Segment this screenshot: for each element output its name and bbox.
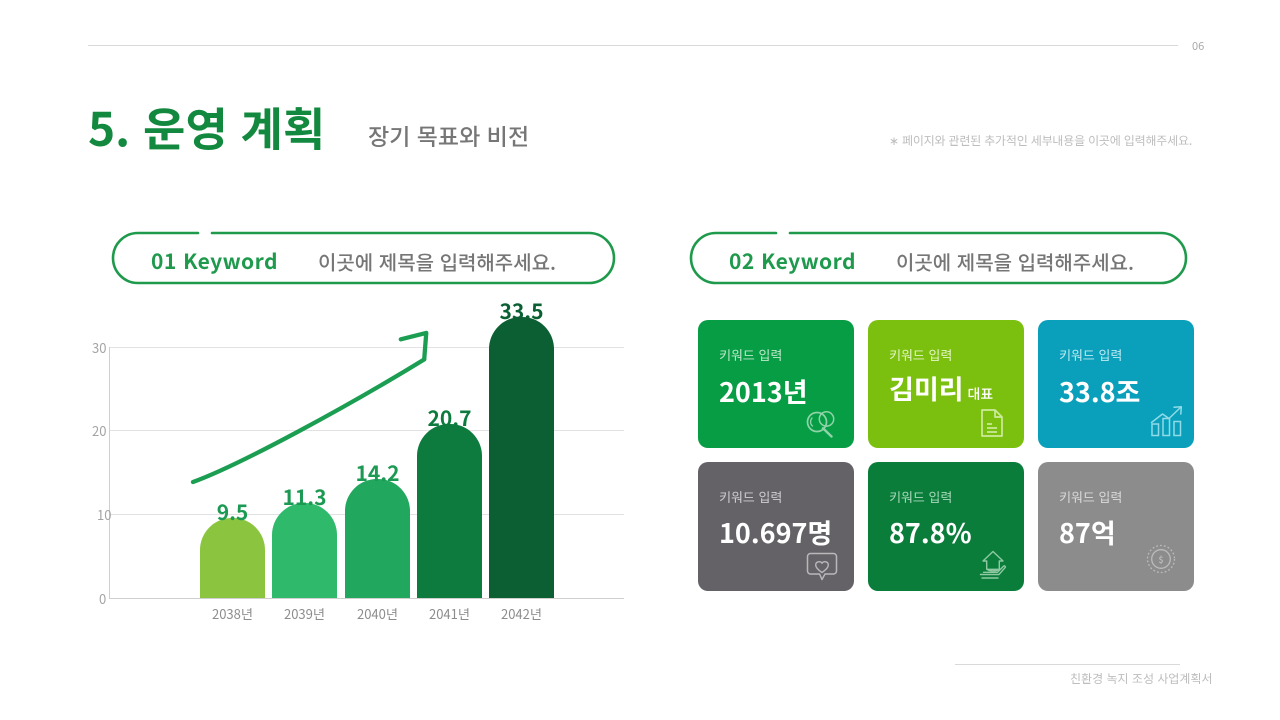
svg-text:$: $ <box>1158 554 1163 566</box>
